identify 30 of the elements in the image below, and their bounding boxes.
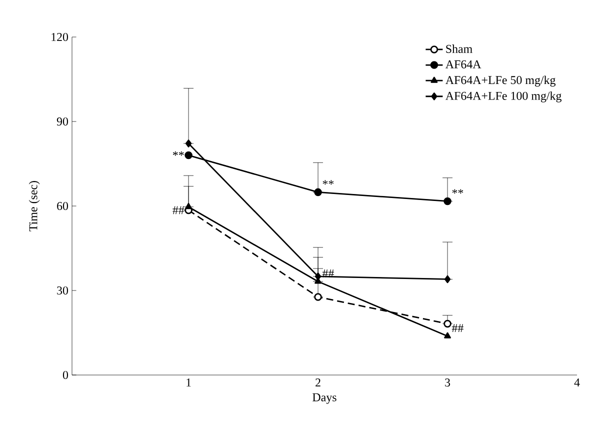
x-tick-label: 3 xyxy=(445,378,450,387)
x-tick-label: 4 xyxy=(574,378,580,386)
annotation: ** xyxy=(172,151,184,156)
point xyxy=(314,188,322,196)
y-tick-label: 30 xyxy=(57,286,68,295)
point xyxy=(444,275,451,284)
y-tick-label: 90 xyxy=(56,117,68,126)
y-tick-label: 60 xyxy=(57,202,68,210)
y-tick-label: 120 xyxy=(52,32,68,42)
legend-label: AF64A xyxy=(445,60,482,68)
point xyxy=(444,332,451,338)
x-tick-label: 1 xyxy=(186,378,191,386)
point xyxy=(185,202,192,210)
x-axis-title: Days xyxy=(312,393,336,404)
y-axis-title: Time (sec) xyxy=(28,181,40,232)
annotation: ## xyxy=(172,206,184,214)
point xyxy=(314,293,322,301)
point xyxy=(444,320,452,328)
annotation: ** xyxy=(322,180,334,185)
legend-label: AF64A+LFe 50 mg/kg xyxy=(445,76,556,87)
point xyxy=(444,197,452,206)
y-tick-label: 0 xyxy=(62,370,68,380)
legend-label: AF64A+LFe 100 mg/kg xyxy=(445,91,562,102)
annotation: ## xyxy=(452,324,464,332)
point xyxy=(314,272,322,280)
x-tick-label: 2 xyxy=(316,378,320,386)
point xyxy=(185,140,192,148)
legend-label: Sham xyxy=(446,44,472,53)
point xyxy=(184,151,192,160)
annotation: ** xyxy=(452,189,464,194)
